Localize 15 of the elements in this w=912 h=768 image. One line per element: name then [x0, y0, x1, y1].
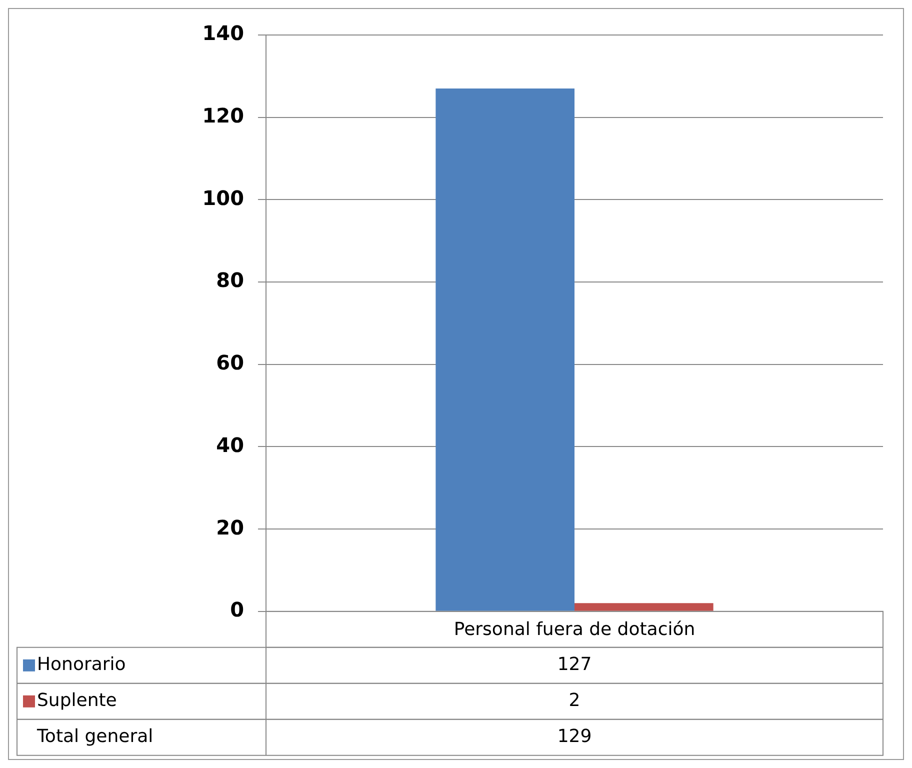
legend-label: Honorario — [37, 654, 126, 676]
y-tick-label: 80 — [216, 268, 244, 292]
legend-label: Suplente — [37, 690, 117, 712]
y-tick-label: 0 — [230, 598, 244, 622]
y-tick-label: 40 — [216, 432, 244, 457]
text: 129 — [557, 726, 592, 748]
text: Total general — [36, 726, 154, 748]
text: 2 — [568, 690, 580, 712]
y-tick-label: 100 — [202, 186, 244, 210]
y-tick-label: 120 — [202, 104, 244, 128]
y-tick-label: 140 — [202, 21, 244, 46]
y-tick-label: 60 — [216, 350, 244, 375]
text: 127 — [557, 654, 592, 676]
y-tick-label: 20 — [216, 515, 244, 540]
x-tick-label: Personal fuera de dotación — [454, 618, 696, 640]
